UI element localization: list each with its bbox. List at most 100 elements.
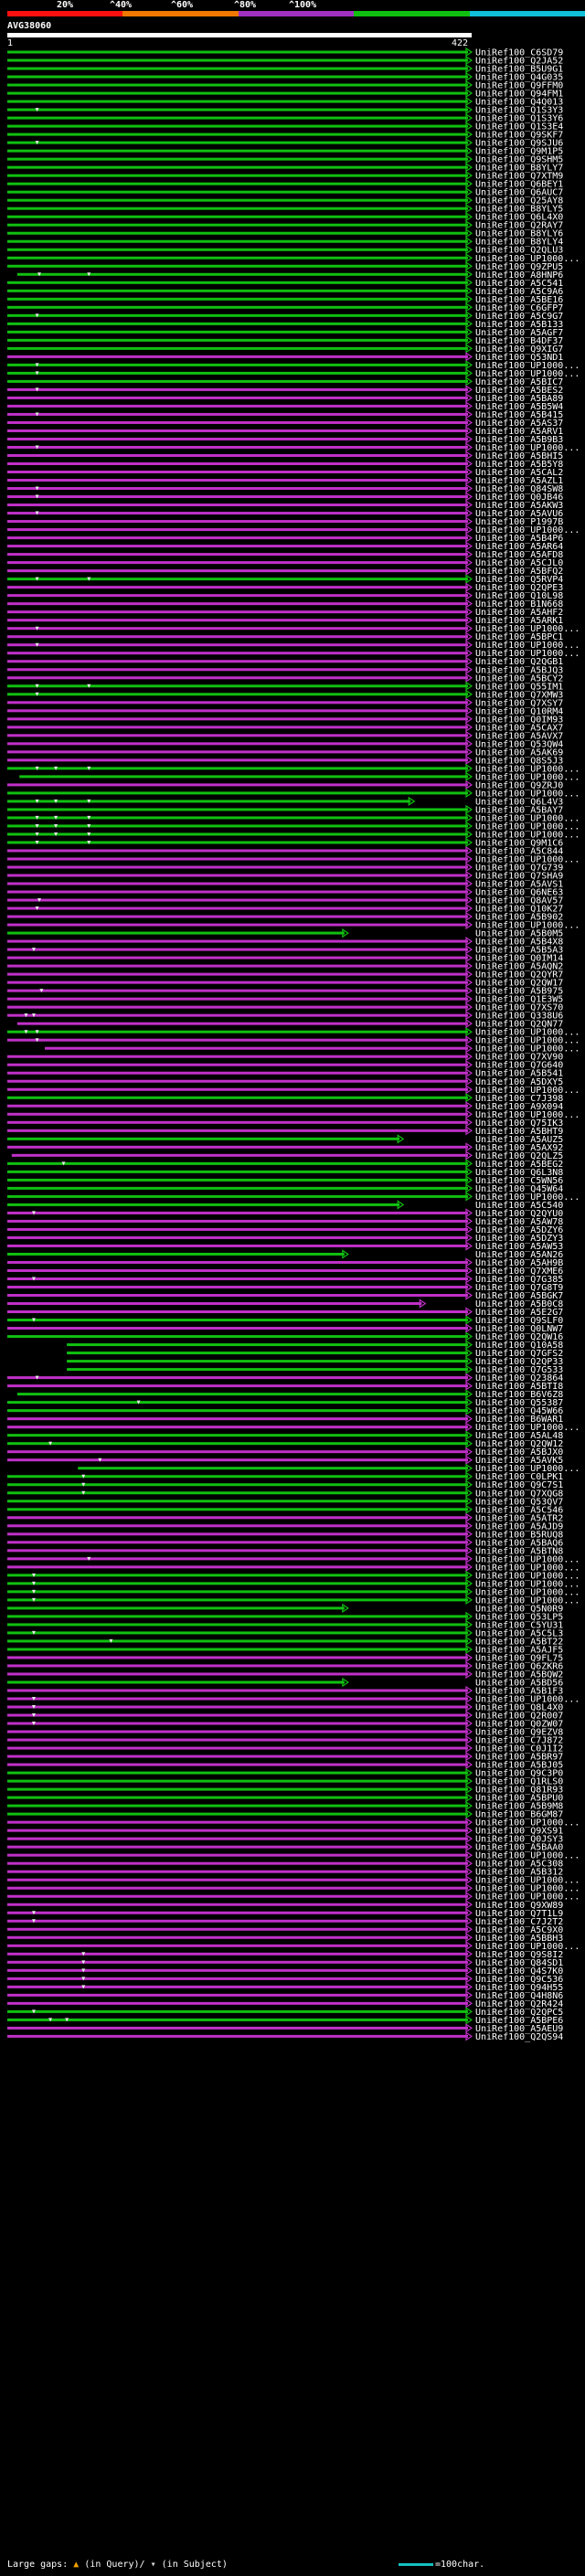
hit-label[interactable]: UniRef100_Q2QN77	[475, 1020, 563, 1030]
hit-label[interactable]: UniRef100_A5CJL0	[475, 558, 563, 568]
hit-label[interactable]: UniRef100_Q2JA52	[475, 57, 563, 67]
hit-label[interactable]: UniRef100_A5AQN2	[475, 962, 563, 972]
hit-label[interactable]: UniRef100_Q6NE63	[475, 888, 563, 898]
hit-label[interactable]: UniRef100_Q4G035	[475, 73, 563, 83]
hit-label[interactable]: UniRef100_Q9S8I2	[475, 1950, 563, 1960]
hit-label[interactable]: UniRef100_C5YU31	[475, 1620, 563, 1630]
hit-label[interactable]: UniRef100_C5WN56	[475, 1176, 563, 1186]
hit-label[interactable]: UniRef100_C0J1I2	[475, 1744, 563, 1754]
hit-label[interactable]: UniRef100_Q6AUC7	[475, 188, 563, 198]
hit-label[interactable]: UniRef100_Q2QW16	[475, 1332, 563, 1342]
hit-label[interactable]: UniRef100_Q1S3Y6	[475, 114, 563, 124]
hit-label[interactable]: UniRef100_UP1000...	[475, 1554, 580, 1564]
hit-label[interactable]: UniRef100_A5C844	[475, 846, 563, 856]
hit-label[interactable]: UniRef100_P1997B	[475, 517, 563, 527]
hit-label[interactable]: UniRef100_Q94H55	[475, 1983, 563, 1993]
hit-label[interactable]: UniRef100_Q9SLF0	[475, 1316, 563, 1326]
hit-label[interactable]: UniRef100_Q7XV90	[475, 1053, 563, 1063]
hit-label[interactable]: UniRef100_Q9XW89	[475, 1901, 563, 1911]
hit-label[interactable]: UniRef100_Q94FM1	[475, 90, 563, 100]
hit-label[interactable]: UniRef100_A5AW53	[475, 1242, 563, 1252]
hit-label[interactable]: UniRef100_A5DXY5	[475, 1077, 563, 1087]
hit-label[interactable]: UniRef100_Q1RLS0	[475, 1777, 563, 1787]
hit-label[interactable]: UniRef100_A5BE16	[475, 295, 563, 305]
hit-label[interactable]: UniRef100_Q9M1P5	[475, 147, 563, 157]
hit-label[interactable]: UniRef100_Q2QPE3	[475, 583, 563, 593]
hit-label[interactable]: UniRef100_Q55387	[475, 1398, 563, 1408]
hit-label[interactable]: UniRef100_UP1000...	[475, 1595, 580, 1606]
hit-label[interactable]: UniRef100_Q0JSY3	[475, 1835, 563, 1845]
hit-label[interactable]: UniRef100_B5RUQ8	[475, 1530, 563, 1540]
hit-label[interactable]: UniRef100_A5BPU0	[475, 1794, 563, 1804]
hit-label[interactable]: UniRef100_Q7G8T9	[475, 1283, 563, 1293]
hit-label[interactable]: UniRef100_Q7SHA9	[475, 872, 563, 882]
hit-label[interactable]: UniRef100_A5C541	[475, 279, 563, 289]
hit-label[interactable]: UniRef100_A5B415	[475, 410, 563, 420]
hit-label[interactable]: UniRef100_Q7XS70	[475, 1003, 563, 1013]
hit-label[interactable]: UniRef100_Q5N0R9	[475, 1604, 563, 1614]
hit-label[interactable]: UniRef100_Q6ZKR6	[475, 1661, 563, 1671]
hit-label[interactable]: UniRef100_Q10A58	[475, 1341, 563, 1351]
hit-label[interactable]: UniRef100_A5B1F3	[475, 1686, 563, 1696]
hit-label[interactable]: UniRef100_Q10RM4	[475, 706, 563, 716]
hit-label[interactable]: UniRef100_UP1000...	[475, 1086, 580, 1096]
hit-label[interactable]: UniRef100_Q8L4X0	[475, 1703, 563, 1713]
hit-label[interactable]: UniRef100_Q84SW8	[475, 484, 563, 494]
hit-label[interactable]: UniRef100_Q7XQG8	[475, 1489, 563, 1499]
hit-label[interactable]: UniRef100_UP1000...	[475, 1579, 580, 1589]
hit-label[interactable]: UniRef100_B8YLY4	[475, 238, 563, 248]
hit-label[interactable]: UniRef100_Q10K27	[475, 905, 563, 915]
hit-label[interactable]: UniRef100_A5ATR2	[475, 1513, 563, 1523]
hit-label[interactable]: UniRef100_A5BPE6	[475, 2016, 563, 2026]
hit-label[interactable]: UniRef100_UP1000...	[475, 624, 580, 634]
hit-label[interactable]: UniRef100_Q7G385	[475, 1275, 563, 1285]
hit-label[interactable]: UniRef100_A5B5W4	[475, 402, 563, 412]
hit-label[interactable]: UniRef100_Q45W66	[475, 1406, 563, 1416]
hit-label[interactable]: UniRef100_Q9SKF7	[475, 131, 563, 141]
hit-label[interactable]: UniRef100_B6GM87	[475, 1810, 563, 1820]
hit-label[interactable]: UniRef100_A5B541	[475, 1069, 563, 1079]
hit-label[interactable]: UniRef100_B1N668	[475, 599, 563, 610]
hit-label[interactable]: UniRef100_A5C308	[475, 1860, 563, 1870]
hit-label[interactable]: UniRef100_B8YLY7	[475, 164, 563, 174]
hit-label[interactable]: UniRef100_UP1000...	[475, 854, 580, 864]
hit-label[interactable]: UniRef100_UP1000...	[475, 1423, 580, 1433]
hit-label[interactable]: UniRef100_Q4S7K0	[475, 1966, 563, 1977]
hit-label[interactable]: UniRef100_A5AX92	[475, 1143, 563, 1153]
hit-label[interactable]: UniRef100_Q9C3P0	[475, 1769, 563, 1779]
hit-label[interactable]: UniRef100_A5BAA0	[475, 1843, 563, 1853]
hit-label[interactable]: UniRef100_Q9ZRJ0	[475, 780, 563, 790]
hit-label[interactable]: UniRef100_Q9SHM5	[475, 155, 563, 165]
hit-label[interactable]: UniRef100_Q53QV7	[475, 1497, 563, 1507]
hit-label[interactable]: UniRef100_A5BJQ3	[475, 665, 563, 675]
hit-label[interactable]: UniRef100_A5B9B3	[475, 435, 563, 445]
hit-label[interactable]: UniRef100_UP1000...	[475, 1571, 580, 1581]
hit-label[interactable]: UniRef100_B8YLY6	[475, 229, 563, 239]
hit-label[interactable]: UniRef100_A5B133	[475, 320, 563, 330]
hit-label[interactable]: UniRef100_A5AKW3	[475, 501, 563, 511]
hit-label[interactable]: UniRef100_Q1S3Y3	[475, 106, 563, 116]
hit-label[interactable]: UniRef100_A5AH9B	[475, 1258, 563, 1268]
hit-label[interactable]: UniRef100_UP1000...	[475, 789, 580, 799]
hit-label[interactable]: UniRef100_A9X094	[475, 1102, 563, 1112]
hit-label[interactable]: UniRef100_A5AVU6	[475, 509, 563, 519]
hit-label[interactable]: UniRef100_A5C546	[475, 1505, 563, 1515]
hit-label[interactable]: UniRef100_A5BAY7	[475, 805, 563, 815]
hit-label[interactable]: UniRef100_A5CAL2	[475, 468, 563, 478]
hit-label[interactable]: UniRef100_A5AN26	[475, 1250, 563, 1260]
hit-label[interactable]: UniRef100_Q9FFM0	[475, 81, 563, 91]
hit-label[interactable]: UniRef100_A5BEG2	[475, 1160, 563, 1170]
hit-label[interactable]: UniRef100_A5BQW2	[475, 1670, 563, 1680]
hit-label[interactable]: UniRef100_A5BBH3	[475, 1934, 563, 1944]
hit-label[interactable]: UniRef100_Q7G739	[475, 863, 563, 873]
hit-label[interactable]: UniRef100_A5AEU9	[475, 2024, 563, 2034]
hit-label[interactable]: UniRef100_Q2QW12	[475, 1439, 563, 1449]
hit-label[interactable]: UniRef100_Q55IM1	[475, 682, 563, 692]
hit-label[interactable]: UniRef100_UP1000...	[475, 764, 580, 774]
hit-label[interactable]: UniRef100_Q0LNW7	[475, 1324, 563, 1334]
hit-label[interactable]: UniRef100_A5AGF7	[475, 328, 563, 338]
hit-label[interactable]: UniRef100_A5BT22	[475, 1637, 563, 1647]
hit-label[interactable]: UniRef100_A5BHT9	[475, 1127, 563, 1137]
hit-label[interactable]: UniRef100_Q53LP5	[475, 1612, 563, 1622]
hit-label[interactable]: UniRef100_UP1000...	[475, 369, 580, 379]
